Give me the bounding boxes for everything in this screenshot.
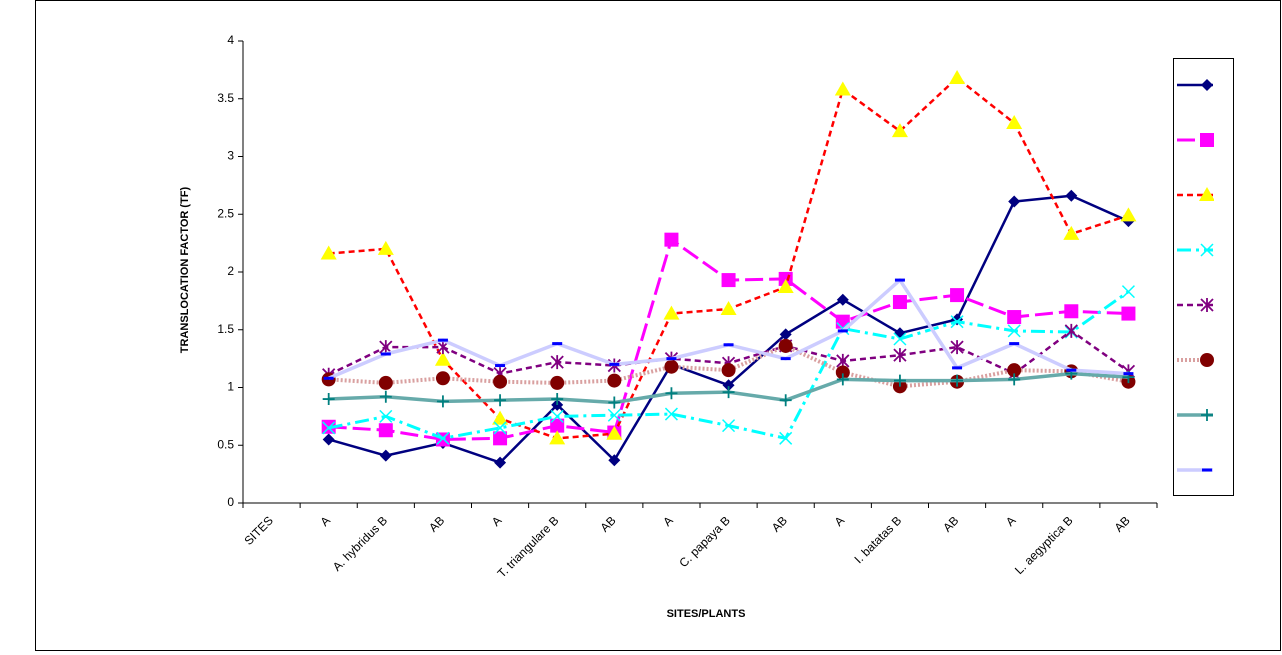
legend-marker (1200, 243, 1214, 257)
marker (435, 371, 450, 386)
marker (664, 359, 679, 374)
y-tick-label: 1 (227, 380, 234, 394)
marker (778, 338, 793, 353)
marker (893, 374, 906, 387)
marker (836, 373, 849, 386)
y-tick-label: 3.5 (217, 91, 234, 105)
series-line (328, 343, 1129, 389)
y-tick-label: 0.5 (217, 437, 234, 451)
marker (1063, 225, 1080, 240)
marker (893, 348, 907, 363)
marker (722, 386, 735, 399)
marker (434, 351, 451, 366)
marker (664, 407, 678, 421)
x-axis-title: SITES/PLANTS (667, 608, 746, 620)
marker (608, 396, 621, 409)
marker (721, 273, 736, 288)
marker (892, 295, 907, 310)
legend-marker (1199, 187, 1215, 201)
marker (378, 423, 393, 438)
marker (835, 365, 850, 380)
marker (607, 373, 622, 388)
marker (379, 409, 393, 423)
marker (378, 375, 393, 390)
marker (721, 363, 736, 378)
marker (322, 421, 336, 435)
marker (951, 374, 964, 387)
marker (494, 456, 507, 469)
y-tick-label: 2.5 (217, 206, 234, 220)
marker (950, 288, 965, 303)
marker (893, 332, 907, 346)
y-tick-label: 4 (227, 33, 234, 47)
marker (377, 240, 394, 255)
marker (665, 387, 678, 400)
marker (1120, 207, 1137, 222)
marker (664, 232, 679, 247)
marker (436, 431, 450, 445)
marker (1007, 363, 1022, 378)
marker (1007, 324, 1021, 338)
marker (320, 245, 337, 260)
marker (1008, 195, 1021, 208)
marker (779, 394, 792, 407)
marker (950, 340, 964, 355)
legend-clip (1214, 59, 1233, 495)
marker (891, 123, 908, 138)
marker (549, 430, 566, 445)
marker (834, 81, 851, 96)
marker (379, 449, 392, 462)
y-tick-label: 1.5 (217, 322, 234, 336)
marker (1064, 304, 1079, 319)
marker (322, 393, 335, 406)
marker (607, 408, 621, 422)
marker (663, 305, 680, 320)
marker (492, 410, 509, 425)
marker (949, 69, 966, 84)
marker (720, 300, 737, 315)
marker (379, 390, 392, 403)
y-tick-label: 3 (227, 149, 234, 163)
y-tick-label: 2 (227, 264, 234, 278)
legend-marker (1200, 133, 1214, 147)
legend-marker (1201, 409, 1213, 421)
y-axis-title: TRANSLOCATION FACTOR (TF) (179, 186, 191, 353)
marker (606, 425, 623, 440)
marker (836, 293, 849, 306)
marker (779, 328, 792, 341)
marker (322, 433, 335, 446)
legend-marker (1200, 298, 1214, 312)
marker (1065, 189, 1078, 202)
marker (608, 454, 621, 467)
marker (550, 375, 565, 390)
legend-marker (1201, 79, 1213, 91)
marker (777, 279, 794, 294)
marker (950, 315, 964, 329)
marker (494, 394, 507, 407)
marker (493, 431, 508, 446)
legend-marker (1200, 353, 1214, 367)
marker (722, 379, 735, 392)
marker (1008, 373, 1021, 386)
marker (436, 395, 449, 408)
marker (551, 393, 564, 406)
marker (1121, 306, 1136, 321)
marker (379, 340, 393, 355)
marker (1006, 115, 1023, 130)
marker (1121, 285, 1135, 299)
marker (779, 431, 793, 445)
marker (550, 409, 564, 423)
marker (493, 421, 507, 435)
marker (550, 418, 565, 433)
marker (550, 355, 564, 370)
y-tick-label: 0 (227, 495, 234, 509)
marker (1007, 310, 1022, 325)
marker (722, 419, 736, 433)
marker (493, 374, 508, 389)
marker (1064, 323, 1078, 338)
